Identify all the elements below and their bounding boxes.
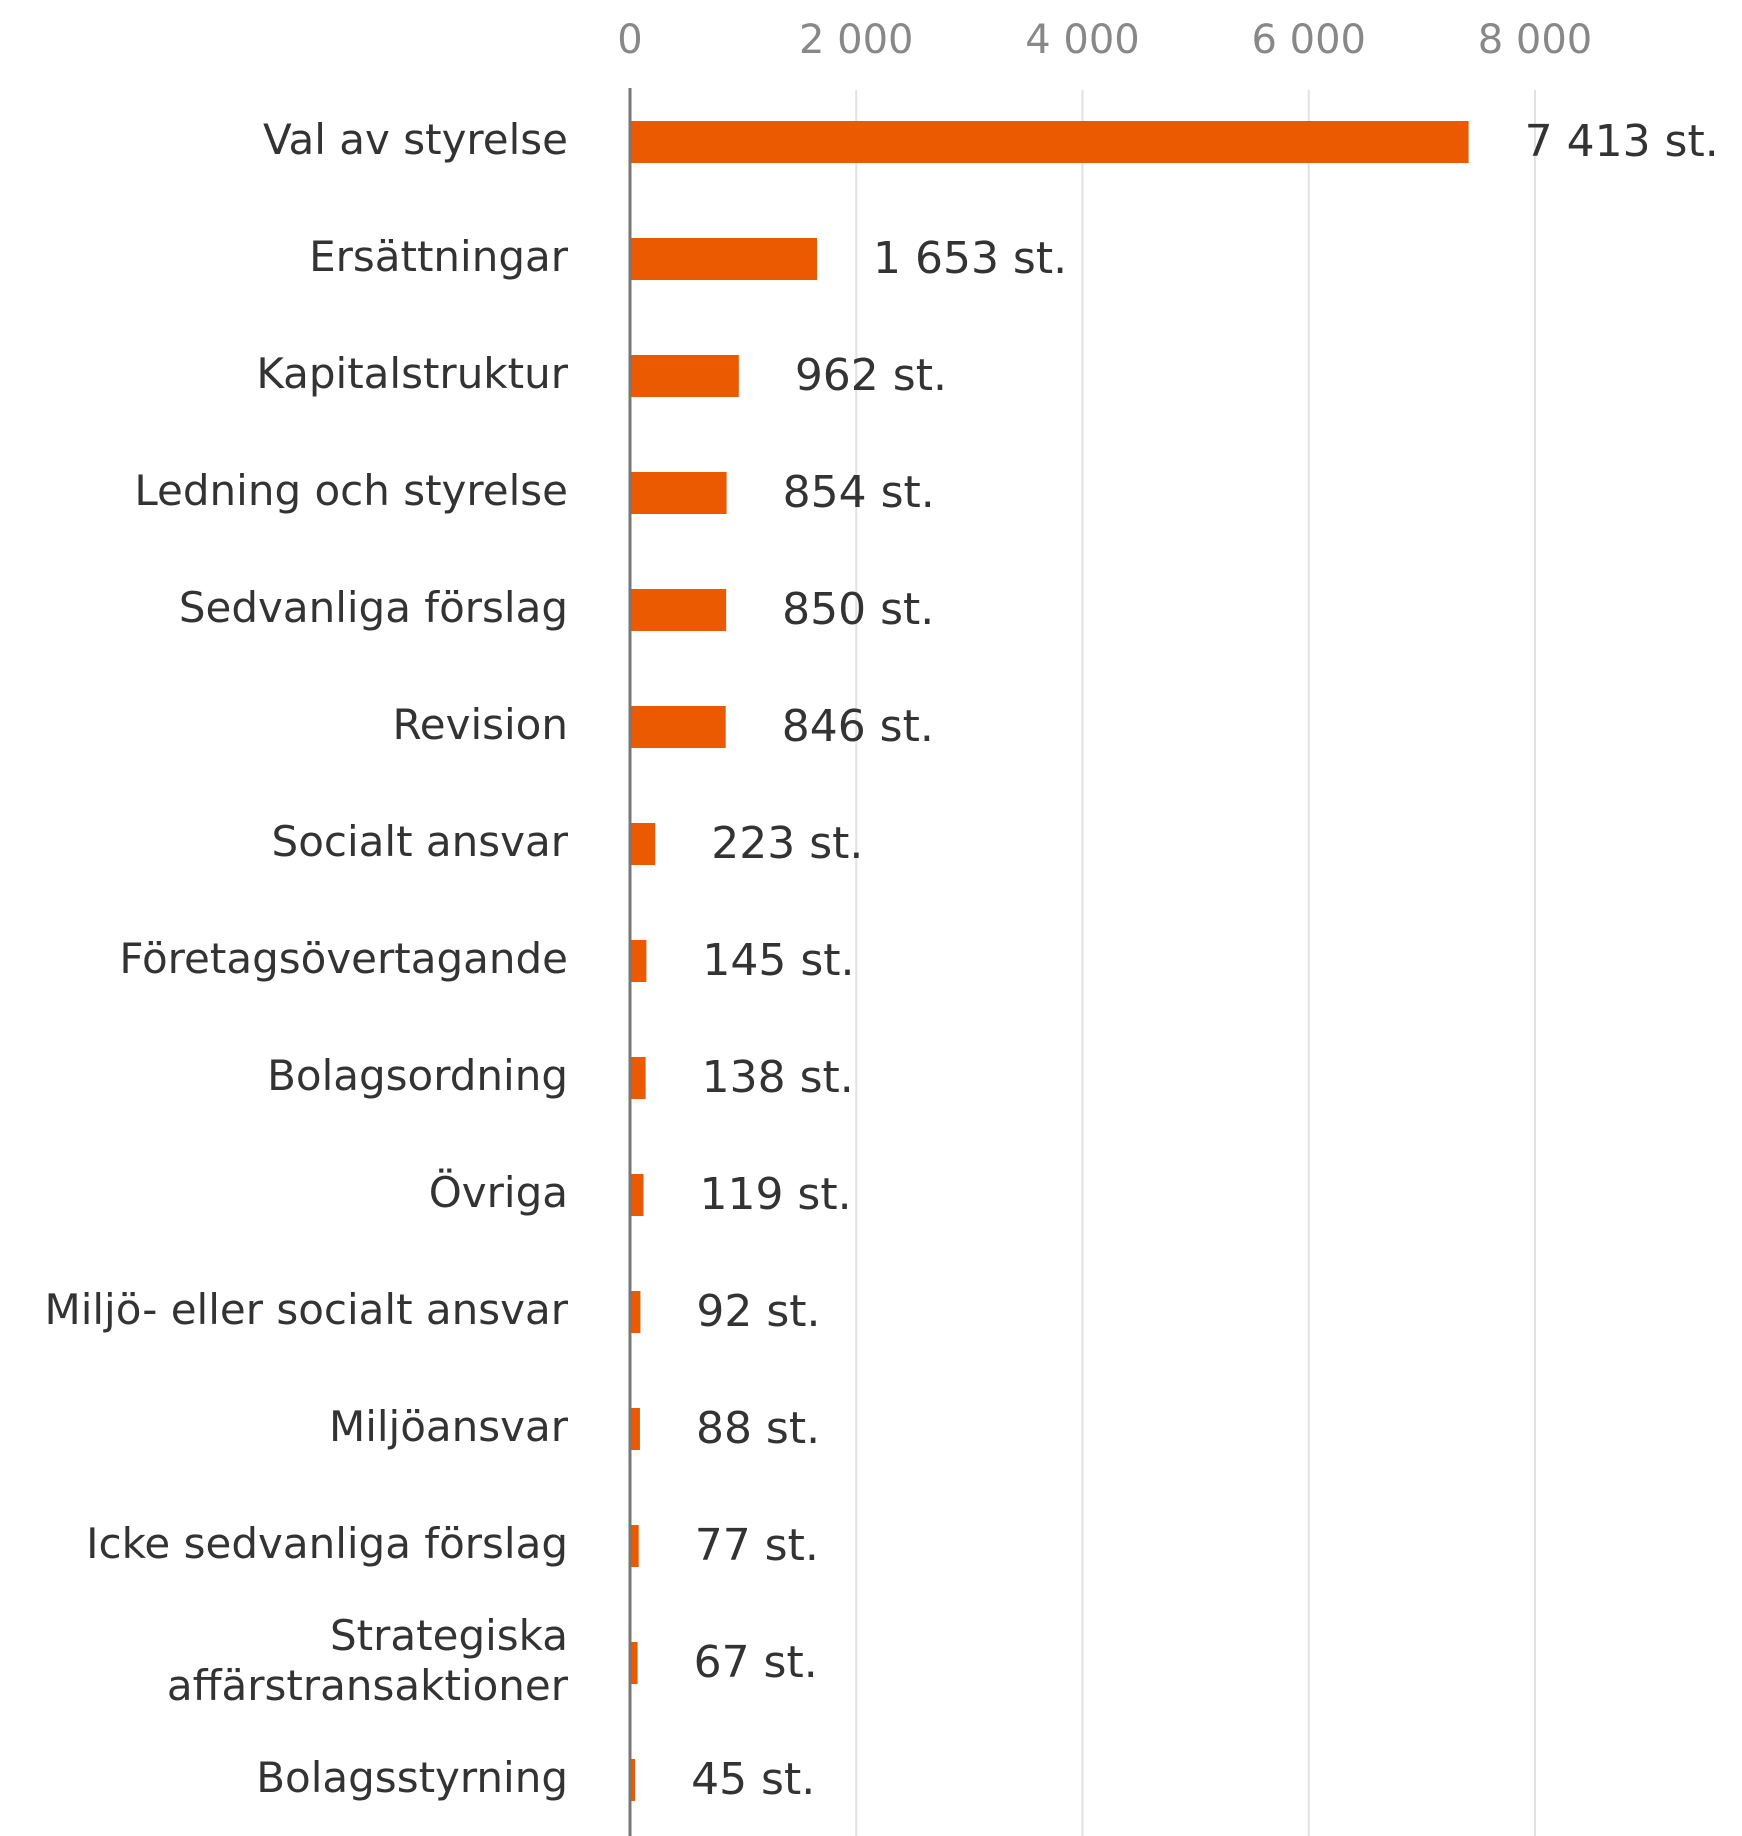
category-label: Kapitalstruktur bbox=[256, 349, 568, 398]
value-label: 88 st. bbox=[696, 1403, 820, 1454]
bar bbox=[630, 823, 656, 865]
value-label: 77 st. bbox=[695, 1520, 819, 1571]
bar bbox=[630, 238, 817, 280]
value-label: 138 st. bbox=[702, 1052, 854, 1103]
x-tick-label: 0 bbox=[617, 17, 642, 63]
category-label: Övriga bbox=[429, 1167, 568, 1217]
bar bbox=[630, 706, 726, 748]
bar bbox=[630, 1525, 639, 1567]
value-label: 145 st. bbox=[702, 935, 854, 986]
bar bbox=[630, 121, 1469, 163]
value-label: 850 st. bbox=[782, 584, 934, 635]
category-label: Revision bbox=[392, 700, 568, 749]
bar bbox=[630, 1759, 636, 1801]
value-label: 962 st. bbox=[795, 350, 947, 401]
bar bbox=[630, 472, 727, 514]
value-label: 119 st. bbox=[699, 1169, 851, 1220]
category-label: Val av styrelse bbox=[263, 115, 568, 164]
value-label: 846 st. bbox=[782, 701, 934, 752]
category-label: Miljöansvar bbox=[329, 1402, 569, 1451]
x-tick-label: 2 000 bbox=[799, 17, 914, 63]
bar bbox=[630, 355, 739, 397]
category-label: Strategiska affärstransaktioner bbox=[167, 1611, 569, 1710]
value-label: 854 st. bbox=[783, 467, 935, 518]
value-label: 223 st. bbox=[711, 818, 863, 869]
bar bbox=[630, 1174, 644, 1216]
category-label: Ersättningar bbox=[309, 232, 569, 281]
category-label: Företagsövertagande bbox=[119, 934, 568, 983]
value-label: 67 st. bbox=[694, 1637, 818, 1688]
category-label: Sedvanliga förslag bbox=[179, 583, 568, 632]
value-label: 45 st. bbox=[691, 1754, 815, 1805]
bar bbox=[630, 589, 727, 631]
category-label: Ledning och styrelse bbox=[134, 466, 568, 515]
bar bbox=[630, 940, 647, 982]
category-label: Miljö- eller socialt ansvar bbox=[44, 1285, 568, 1334]
value-label: 1 653 st. bbox=[873, 233, 1067, 284]
value-label: 7 413 st. bbox=[1525, 116, 1719, 167]
category-label: Bolagsstyrning bbox=[256, 1753, 568, 1802]
bar bbox=[630, 1057, 646, 1099]
value-label: 92 st. bbox=[696, 1286, 820, 1337]
bar bbox=[630, 1642, 638, 1684]
category-label: Socialt ansvar bbox=[272, 817, 569, 866]
x-tick-label: 4 000 bbox=[1025, 17, 1140, 63]
x-tick-label: 8 000 bbox=[1478, 17, 1593, 63]
bar bbox=[630, 1291, 641, 1333]
bar bbox=[630, 1408, 640, 1450]
category-label: Icke sedvanliga förslag bbox=[86, 1519, 568, 1568]
x-tick-label: 6 000 bbox=[1251, 17, 1366, 63]
category-label: Bolagsordning bbox=[267, 1051, 568, 1100]
